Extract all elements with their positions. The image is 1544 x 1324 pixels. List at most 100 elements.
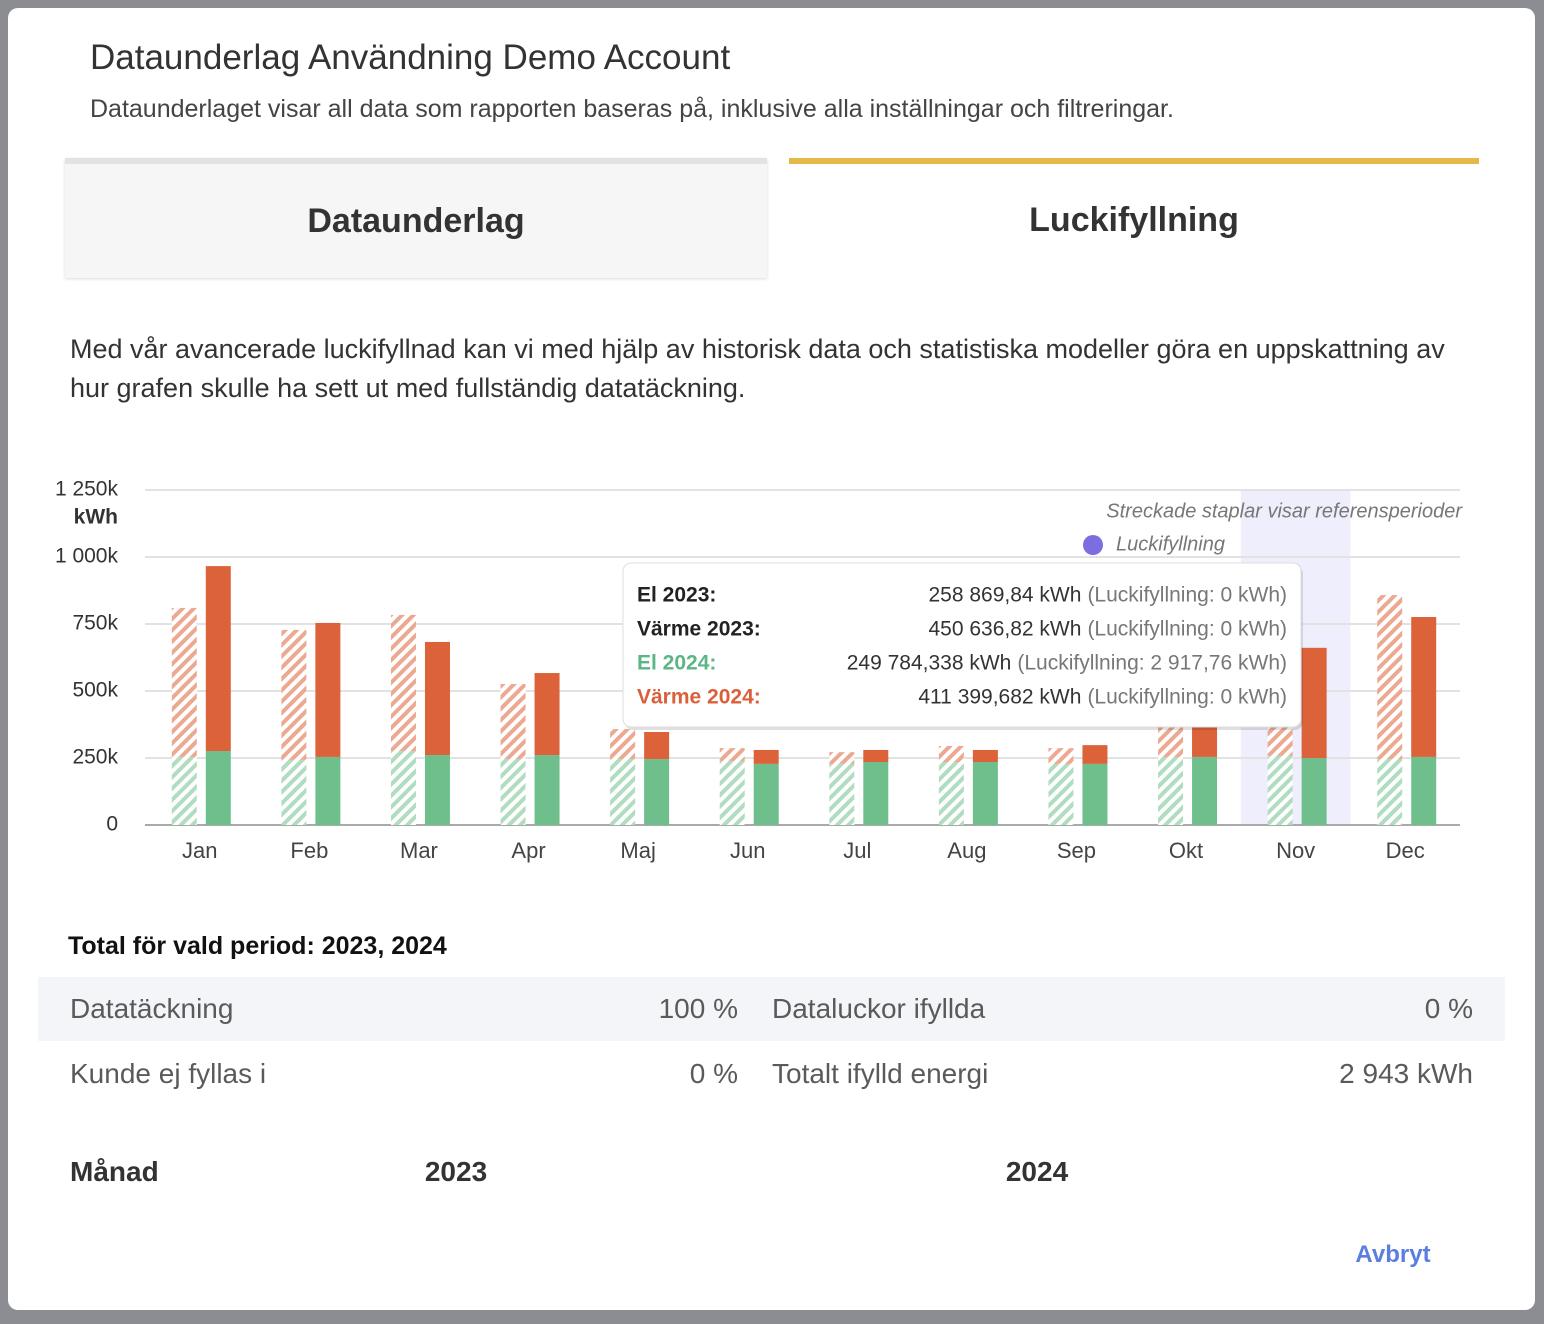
tooltip-label: El 2024:	[637, 652, 716, 675]
bar-segment	[424, 641, 450, 756]
tooltip-note: (Luckifyllning: 0 kWh)	[1087, 584, 1287, 607]
y-tick-label: 500k	[72, 679, 118, 702]
bar-segment	[205, 566, 231, 752]
bar-segment	[390, 614, 416, 752]
bar-segment	[863, 749, 889, 763]
bar-segment	[719, 760, 745, 825]
x-tick-label: Dec	[1386, 838, 1425, 863]
bar-segment	[719, 748, 745, 761]
tooltip-note: (Luckifyllning: 0 kWh)	[1087, 618, 1287, 641]
bar-segment	[1082, 763, 1108, 825]
summary-label: Datatäckning	[70, 993, 234, 1024]
bar-segment	[281, 629, 307, 760]
x-tick-label: Sep	[1057, 838, 1096, 863]
tooltip-value: 411 399,682 kWh	[918, 686, 1081, 709]
x-tick-label: Feb	[290, 838, 328, 863]
y-tick-label: 1 000k	[55, 545, 119, 568]
bar-segment	[1301, 647, 1327, 759]
bar-segment	[829, 763, 855, 825]
bar-segment	[1301, 758, 1327, 825]
legend-label: Luckifyllning	[1116, 533, 1225, 555]
summary-label: Kunde ej fyllas i	[70, 1058, 267, 1089]
chart: 0 250k 500k 750k 1 000k 1 250k kWh Jan Feb Mar Apr…	[55, 478, 1463, 863]
bar-segment	[315, 756, 341, 825]
bar-segment	[753, 763, 779, 825]
bar-segment	[938, 745, 964, 763]
bar-segment	[863, 762, 889, 825]
bar-segment	[390, 751, 416, 825]
summary-value: 0 %	[1424, 993, 1473, 1024]
x-tick-label: Apr	[511, 838, 545, 863]
x-tick-label: Maj	[620, 838, 655, 863]
bar-segment	[1192, 756, 1218, 825]
bar-segment	[534, 673, 560, 756]
tooltip-value: 249 784,338 kWh	[847, 652, 1012, 675]
bar-segment	[1048, 763, 1074, 825]
y-axis-label: kWh	[74, 506, 118, 529]
summary-label: Totalt ifylld energi	[772, 1058, 989, 1089]
bar-segment	[171, 756, 197, 825]
x-tick-label: Nov	[1276, 838, 1315, 863]
x-tick-label: Jun	[730, 838, 765, 863]
tab-active[interactable]: Luckifyllning	[789, 158, 1479, 300]
bar-segment	[205, 751, 231, 825]
bar-segment	[610, 729, 636, 760]
bar-segment	[829, 752, 855, 764]
tooltip	[622, 562, 1302, 728]
cancel-button[interactable]: Avbryt	[1355, 1241, 1431, 1268]
bar-segment	[171, 607, 197, 757]
bar-segment	[1267, 755, 1293, 825]
x-tick-label: Jan	[182, 838, 217, 863]
y-tick-label: 1 250k	[55, 478, 119, 501]
bar-segment	[1377, 759, 1403, 825]
bar-segment	[1377, 595, 1403, 760]
bar-segment	[500, 759, 526, 825]
x-tick-label: Mar	[400, 838, 438, 863]
tooltip-label: Värme 2023:	[637, 618, 761, 641]
summary-row: Datatäckning 100 % Dataluckor ifyllda 0 %	[38, 977, 1505, 1041]
x-tick-label: Aug	[947, 838, 986, 863]
modal-title: Dataunderlag Användning Demo Account	[90, 38, 731, 77]
bar-segment	[534, 755, 560, 825]
bar-segment	[424, 755, 450, 825]
bar-segment	[500, 684, 526, 760]
annotation: Streckade staplar visar referensperioder	[1106, 500, 1463, 522]
modal-subtitle: Dataunderlaget visar all data som rappor…	[90, 95, 1174, 123]
table-header: 2024	[1005, 1156, 1069, 1187]
y-tick-label: 750k	[72, 612, 118, 635]
bar-segment	[972, 749, 998, 763]
summary-value: 0 %	[689, 1058, 738, 1089]
bar-segment	[610, 759, 636, 825]
bar-segment	[1411, 756, 1437, 825]
description: Med vår avancerade luckifyllnad kan vi m…	[70, 334, 1445, 403]
bar-segment	[281, 759, 307, 825]
bar-segment	[972, 762, 998, 825]
tooltip-note: (Luckifyllning: 0 kWh)	[1087, 686, 1287, 709]
y-tick-label: 0	[106, 813, 118, 836]
tooltip-label: Värme 2024:	[637, 686, 761, 709]
tooltip-label: El 2023:	[637, 584, 716, 607]
summary-row: Kunde ej fyllas i 0 % Totalt ifylld energi…	[38, 1042, 1505, 1106]
y-tick-label: 250k	[72, 746, 118, 769]
bar-segment	[1158, 756, 1184, 825]
tab[interactable]: Dataunderlag	[65, 158, 767, 278]
legend-marker	[1083, 535, 1103, 555]
bar-segment	[644, 759, 670, 825]
bar-segment	[753, 749, 779, 764]
summary-value: 2 943 kWh	[1339, 1058, 1473, 1089]
table-header: Månad	[70, 1156, 159, 1187]
summary-value: 100 %	[658, 993, 738, 1024]
bar-segment	[644, 732, 670, 760]
tooltip-value: 450 636,82 kWh	[929, 618, 1082, 641]
summary-label: Dataluckor ifyllda	[772, 993, 986, 1024]
bar-segment	[1082, 745, 1108, 764]
bar-segment	[1048, 748, 1074, 764]
tooltip-note: (Luckifyllning: 2 917,76 kWh)	[1017, 652, 1287, 675]
tooltip-value: 258 869,84 kWh	[929, 584, 1082, 607]
bar-segment	[1411, 617, 1437, 757]
summary-title: Total för vald period: 2023, 2024	[68, 932, 447, 960]
table-header: 2023	[424, 1156, 488, 1187]
x-tick-label: Okt	[1169, 838, 1203, 863]
bar-segment	[938, 762, 964, 825]
